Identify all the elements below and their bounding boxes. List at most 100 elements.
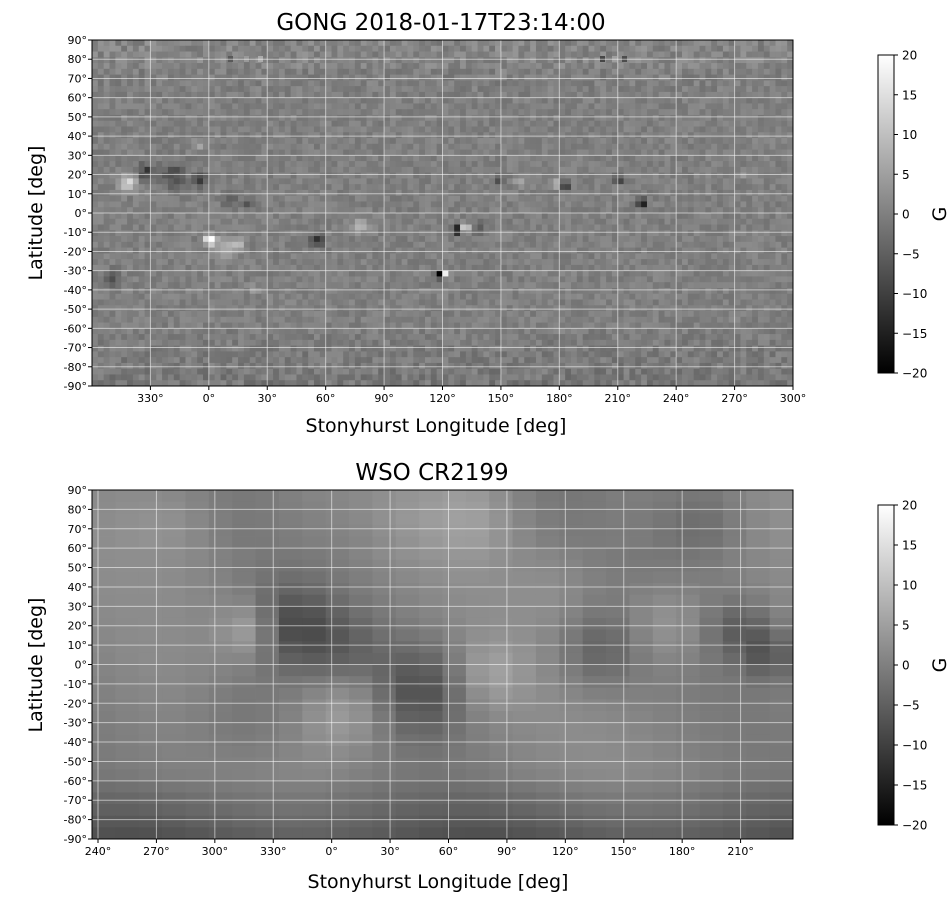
y-tick-label: 20°	[68, 169, 88, 182]
x-tick-label: 300°	[780, 392, 807, 405]
y-tick-label: -20°	[64, 697, 87, 710]
wso-colorbar-label: G	[929, 658, 951, 673]
x-tick-label: 180°	[669, 845, 696, 858]
x-tick-label: 270°	[721, 392, 748, 405]
y-tick-label: 60°	[68, 542, 88, 555]
colorbar-tick-label: 20	[902, 499, 917, 513]
x-tick-label: 210°	[605, 392, 632, 405]
y-tick-label: -40°	[64, 284, 87, 297]
colorbar-tick-label: −20	[902, 367, 927, 381]
y-tick-label: -30°	[64, 717, 87, 730]
x-tick-label: 180°	[546, 392, 573, 405]
wso-colorbar-ticks: 20 15 10 5 0 −5 −10 −15 −20	[894, 499, 927, 833]
y-tick-label: -80°	[64, 814, 87, 827]
colorbar-tick-label: 5	[902, 168, 910, 182]
y-tick-label: 90°	[68, 484, 88, 497]
y-tick-label: 30°	[68, 149, 88, 162]
y-tick-label: 40°	[68, 581, 88, 594]
wso-y-axis-label: Latitude [deg]	[25, 598, 47, 733]
y-tick-label: 20°	[68, 620, 88, 633]
y-tick-label: -60°	[64, 775, 87, 788]
x-tick-label: 150°	[488, 392, 515, 405]
x-tick-label: 120°	[552, 845, 579, 858]
y-tick-label: -60°	[64, 322, 87, 335]
x-tick-label: 30°	[258, 392, 278, 405]
y-tick-label: 50°	[68, 111, 88, 124]
x-tick-label: 330°	[137, 392, 164, 405]
colorbar-tick-label: −15	[902, 779, 927, 793]
gong-y-ticks: 90° 80° 70° 60° 50° 40° 30° 20° 10° 0° -10° -20° -30…	[64, 34, 92, 393]
colorbar-tick-label: 0	[902, 208, 910, 222]
x-tick-label: 30°	[380, 845, 400, 858]
y-tick-label: 10°	[68, 639, 88, 652]
y-tick-label: 0°	[75, 659, 88, 672]
y-tick-label: 50°	[68, 562, 88, 575]
colorbar-tick-label: −10	[902, 287, 927, 301]
wso-y-ticks: 90° 80° 70° 60° 50° 40° 30° 20° 10° 0° -10° -20° -30…	[64, 484, 92, 846]
wso-panel: WSO CR2199 90°80°70°60°50°40°30°20°10°0°…	[25, 460, 951, 893]
y-tick-label: 90°	[68, 34, 88, 47]
wso-colorbar	[878, 505, 894, 825]
y-tick-label: -50°	[64, 755, 87, 768]
gong-x-axis-label: Stonyhurst Longitude [deg]	[306, 415, 567, 437]
y-tick-label: 70°	[68, 72, 88, 85]
y-tick-label: 0°	[75, 207, 88, 220]
colorbar-tick-label: 20	[902, 49, 917, 63]
wso-x-ticks: 240° 270° 300° 330° 0° 30° 60° 90° 120° 150° 180° 2…	[85, 839, 754, 858]
gong-title: GONG 2018-01-17T23:14:00	[276, 10, 605, 36]
colorbar-tick-label: −10	[902, 739, 927, 753]
colorbar-tick-label: −15	[902, 327, 927, 341]
y-tick-label: 60°	[68, 92, 88, 105]
colorbar-tick-label: 10	[902, 128, 917, 142]
x-tick-label: 90°	[497, 845, 517, 858]
y-tick-label: 10°	[68, 188, 88, 201]
gong-colorbar-ticks: 20 15 10 5 0 −5 −10 −15 −20	[894, 49, 927, 381]
x-tick-label: 60°	[439, 845, 459, 858]
gong-colorbar	[878, 55, 894, 373]
x-tick-label: 120°	[429, 392, 456, 405]
x-tick-label: 0°	[203, 392, 216, 405]
y-tick-label: -10°	[64, 678, 87, 691]
gong-x-ticks: 330° 0° 30° 60° 90° 120° 150° 180° 210° 240° 270° 3…	[137, 386, 806, 405]
y-tick-label: 70°	[68, 523, 88, 536]
colorbar-tick-label: 15	[902, 88, 917, 102]
colorbar-tick-label: 10	[902, 579, 917, 593]
y-tick-label: 80°	[68, 503, 88, 516]
gong-colorbar-label: G	[929, 207, 951, 222]
y-tick-label: -80°	[64, 361, 87, 374]
y-tick-label: -90°	[64, 833, 87, 846]
wso-x-axis-label: Stonyhurst Longitude [deg]	[308, 871, 569, 893]
gong-y-axis-label: Latitude [deg]	[25, 146, 47, 281]
x-tick-label: 240°	[85, 845, 112, 858]
y-tick-label: -50°	[64, 303, 87, 316]
y-tick-label: -30°	[64, 265, 87, 278]
colorbar-tick-label: −5	[902, 247, 920, 261]
wso-title: WSO CR2199	[355, 460, 508, 486]
y-tick-label: -70°	[64, 342, 87, 355]
y-tick-label: -20°	[64, 245, 87, 258]
x-tick-label: 0°	[325, 845, 338, 858]
y-tick-label: -10°	[64, 226, 87, 239]
x-tick-label: 210°	[727, 845, 754, 858]
x-tick-label: 150°	[611, 845, 638, 858]
colorbar-tick-label: 5	[902, 619, 910, 633]
gong-panel: GONG 2018-01-17T23:14:00 90°80°70°60°50°…	[25, 10, 951, 437]
y-tick-label: 30°	[68, 600, 88, 613]
y-tick-label: 40°	[68, 130, 88, 143]
y-tick-label: 80°	[68, 53, 88, 66]
x-tick-label: 240°	[663, 392, 690, 405]
x-tick-label: 270°	[143, 845, 170, 858]
y-tick-label: -70°	[64, 794, 87, 807]
y-tick-label: -90°	[64, 380, 87, 393]
x-tick-label: 60°	[316, 392, 336, 405]
colorbar-tick-label: −5	[902, 699, 920, 713]
colorbar-tick-label: 15	[902, 539, 917, 553]
colorbar-tick-label: −20	[902, 819, 927, 833]
x-tick-label: 90°	[374, 392, 394, 405]
x-tick-label: 300°	[202, 845, 229, 858]
colorbar-tick-label: 0	[902, 659, 910, 673]
y-tick-label: -40°	[64, 736, 87, 749]
x-tick-label: 330°	[260, 845, 287, 858]
